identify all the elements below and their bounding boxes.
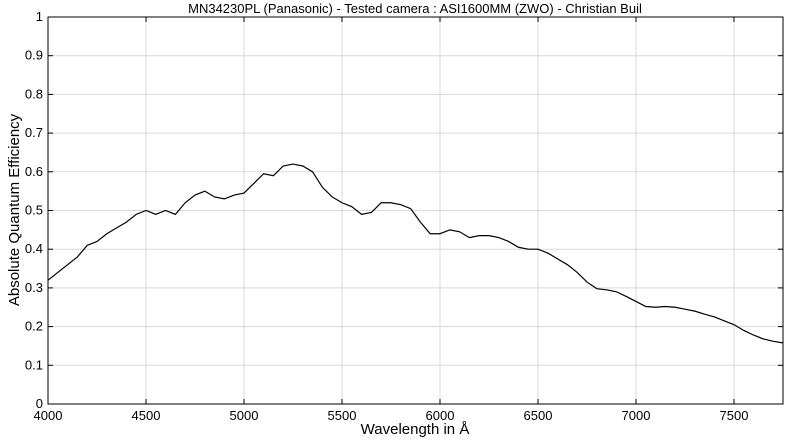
y-tick-label: 0.9 [25,48,43,63]
y-tick-label: 0.3 [25,280,43,295]
x-tick-label: 4000 [34,408,63,423]
plot-frame [47,16,784,405]
y-tick-label: 0.5 [25,203,43,218]
y-tick-label: 0.6 [25,164,43,179]
y-tick-label: 0 [36,396,43,411]
y-tick-label: 0.2 [25,319,43,334]
x-axis-label: Wavelength in Å [361,421,470,438]
y-tick-label: 0.7 [25,125,43,140]
y-tick-label: 1 [36,9,43,24]
x-tick-label: 5000 [230,408,259,423]
y-tick-label: 0.4 [25,241,43,256]
x-tick-label: 7000 [622,408,651,423]
x-tick-label: 4500 [132,408,161,423]
y-axis-label: Absolute Quantum Efficiency [6,113,23,306]
x-tick-label: 7500 [720,408,749,423]
data-line [47,163,784,344]
chart-title: MN34230PL (Panasonic) - Tested camera : … [188,1,642,16]
x-tick-label: 6000 [426,408,455,423]
x-tick-label: 5500 [328,408,357,423]
x-tick-label: 6500 [524,408,553,423]
y-tick-label: 0.8 [25,86,43,101]
y-tick-label: 0.1 [25,357,43,372]
